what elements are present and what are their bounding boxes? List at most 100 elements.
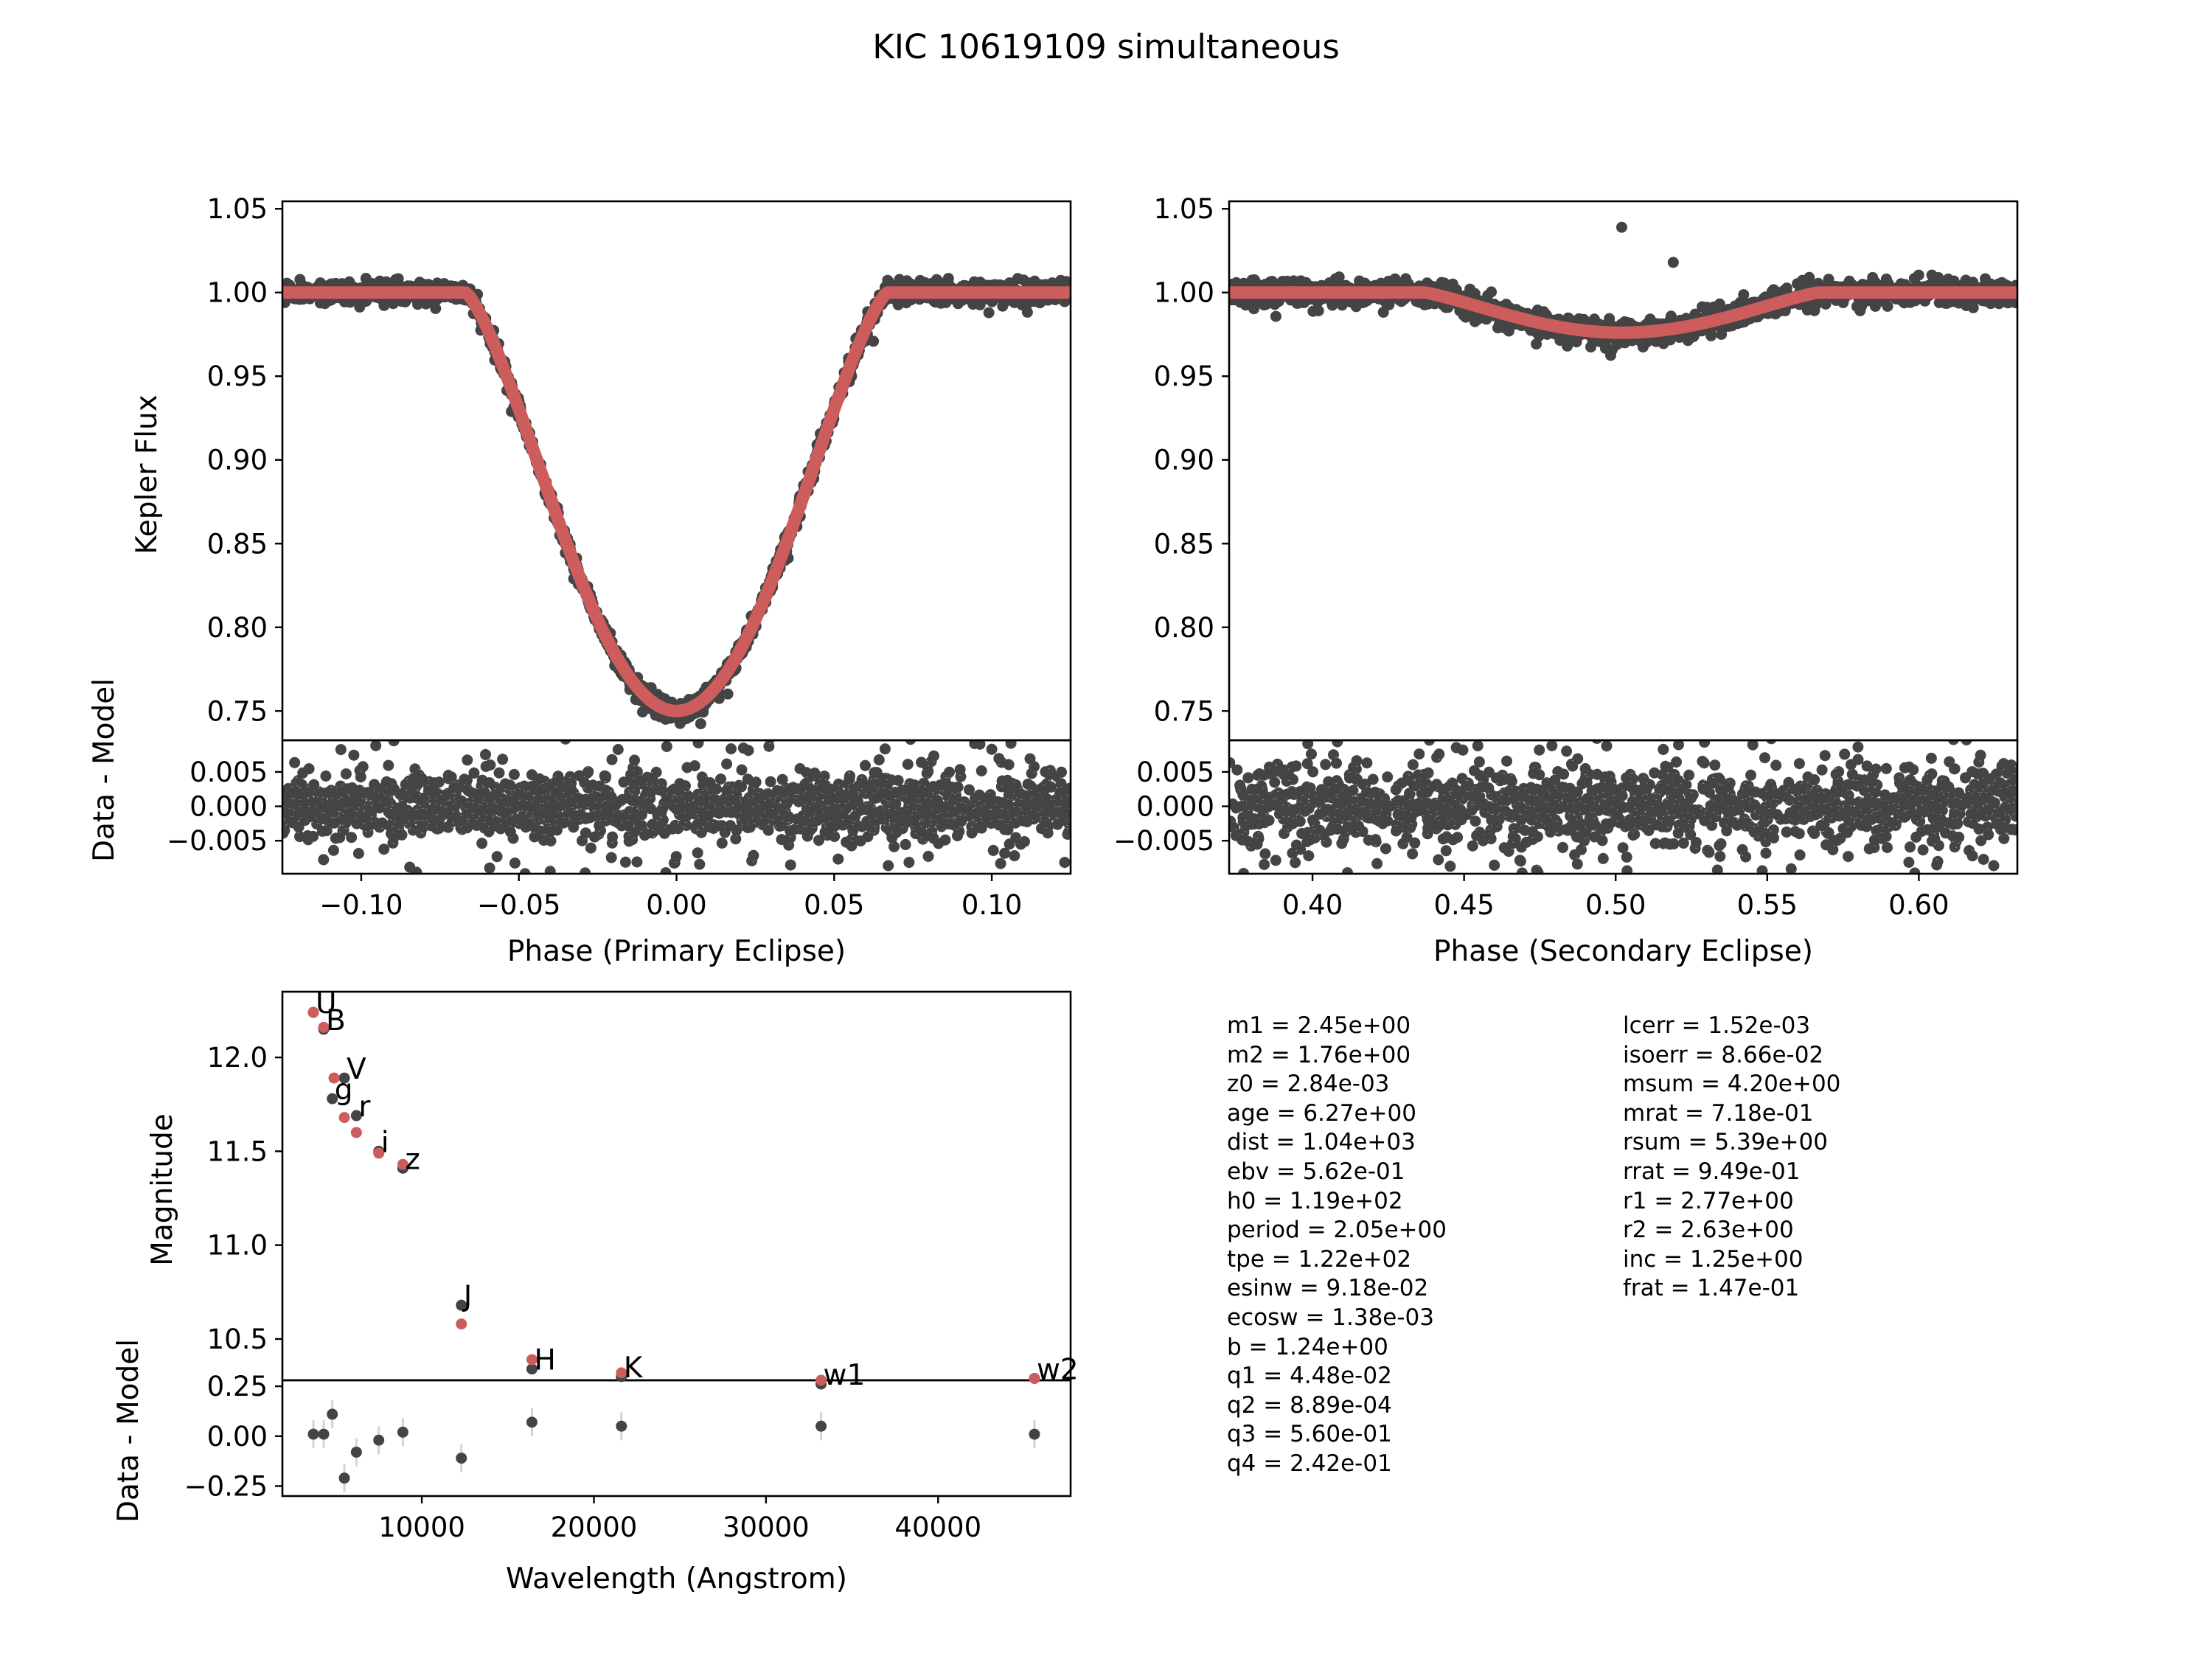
residual-point: [973, 789, 985, 801]
axes-layer: 0.750.800.850.900.951.001.05−0.0050.0000…: [88, 193, 2019, 1596]
residual-point: [792, 783, 804, 795]
residual-point: [580, 827, 591, 839]
residual-point: [959, 804, 971, 815]
residual-point: [636, 809, 647, 821]
data-point: [901, 276, 912, 288]
residual-point: [993, 753, 1005, 765]
residual-point: [291, 777, 302, 789]
residual-point: [661, 740, 672, 752]
residual-point: [1064, 808, 1071, 820]
residual-point: [1027, 809, 1039, 821]
residual-point: [694, 794, 705, 806]
residual-point: [606, 754, 618, 765]
residual-point: [493, 767, 505, 779]
residual-point: [504, 796, 516, 807]
residual-point: [735, 781, 747, 793]
residual-point: [778, 787, 790, 799]
residual-point: [618, 776, 630, 788]
residual-point: [348, 749, 360, 761]
residual-point: [352, 848, 364, 859]
residual-point: [836, 810, 847, 821]
residual-point: [497, 754, 509, 765]
residual-point: [715, 773, 726, 785]
residual-point: [824, 783, 836, 795]
residual-point: [670, 851, 682, 863]
residual-point: [747, 807, 759, 818]
residual-point: [860, 759, 871, 771]
residual-point: [844, 773, 855, 785]
residual-point: [996, 808, 1008, 820]
residual-point: [483, 826, 495, 838]
residual-point: [776, 773, 788, 785]
residual-point: [925, 799, 937, 810]
residual-point: [748, 849, 759, 861]
residual-point: [692, 847, 703, 859]
residual-point: [619, 856, 631, 868]
residual-point: [902, 759, 914, 771]
residual-point: [692, 740, 704, 748]
residual-point: [1004, 808, 1016, 820]
residual-point: [495, 823, 507, 835]
residual-point: [846, 840, 858, 852]
residual-point: [370, 740, 382, 751]
residual-point: [326, 817, 338, 829]
residual-point: [628, 827, 640, 838]
residual-point: [286, 787, 298, 799]
residual-point: [1005, 740, 1017, 749]
residual-point: [508, 768, 520, 780]
residual-point: [946, 782, 958, 793]
data-point: [695, 718, 706, 730]
residual-point: [335, 744, 347, 756]
residual-point: [669, 783, 681, 795]
residual-point: [307, 830, 319, 842]
residual-point: [692, 818, 704, 830]
data-point: [294, 274, 306, 285]
residual-point: [459, 773, 470, 785]
residual-point: [1051, 818, 1063, 830]
residual-point: [346, 832, 358, 844]
residual-point: [355, 771, 366, 783]
residual-point: [434, 776, 445, 788]
residual-point: [282, 807, 290, 818]
data-point: [722, 688, 734, 700]
residual-point: [386, 784, 397, 796]
residual-point: [641, 785, 653, 797]
residual-point: [1002, 799, 1014, 810]
residual-point: [521, 800, 533, 812]
residual-point: [742, 798, 754, 810]
residual-point: [286, 817, 297, 828]
residual-point: [811, 785, 823, 796]
residual-point: [422, 785, 434, 796]
residual-point: [513, 800, 525, 811]
residual-point: [560, 740, 571, 745]
residual-point: [439, 807, 451, 819]
residual-point: [544, 826, 556, 838]
residual-point: [888, 824, 900, 835]
residual-point: [299, 814, 311, 826]
residual-point: [660, 867, 672, 874]
residual-point: [288, 799, 300, 810]
residual-point: [1004, 838, 1015, 850]
residual-point: [605, 791, 616, 803]
residual-point: [378, 844, 390, 855]
residual-point: [860, 804, 872, 815]
residual-point: [534, 773, 545, 785]
residual-point: [681, 762, 693, 773]
residual-point: [647, 818, 658, 830]
residual-point: [700, 776, 712, 788]
residual-point: [878, 787, 890, 799]
residual-point: [631, 856, 643, 868]
residual-point: [922, 765, 934, 777]
plot-area-primary: [282, 273, 1071, 730]
residual-point: [289, 757, 301, 768]
residual-point: [726, 743, 737, 755]
data-point: [412, 299, 423, 310]
residual-point: [358, 812, 370, 824]
residual-point: [791, 813, 803, 825]
residual-point: [753, 793, 765, 804]
residual-point: [623, 835, 635, 847]
residual-point: [808, 816, 820, 828]
residual-point: [906, 815, 918, 827]
residual-point: [334, 832, 346, 844]
residual-point: [765, 740, 775, 744]
